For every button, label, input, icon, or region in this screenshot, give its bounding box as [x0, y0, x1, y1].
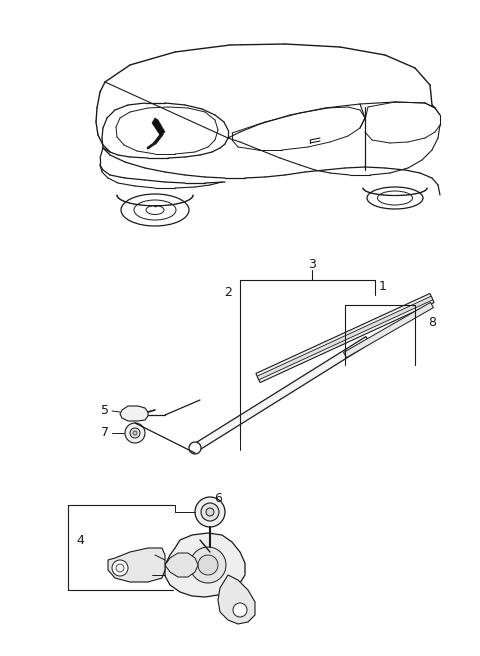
Text: 4: 4: [76, 533, 84, 546]
Polygon shape: [344, 302, 433, 358]
Ellipse shape: [204, 544, 216, 550]
Polygon shape: [165, 533, 245, 597]
Text: 5: 5: [101, 405, 109, 417]
Circle shape: [125, 423, 145, 443]
Text: 6: 6: [214, 491, 222, 504]
Polygon shape: [120, 406, 148, 421]
Polygon shape: [152, 118, 165, 135]
Text: 2: 2: [224, 287, 232, 300]
Circle shape: [206, 508, 214, 516]
Polygon shape: [165, 553, 198, 577]
Circle shape: [198, 555, 218, 575]
Circle shape: [201, 503, 219, 521]
Polygon shape: [256, 293, 434, 382]
Text: 3: 3: [308, 258, 316, 272]
Text: 7: 7: [101, 426, 109, 440]
Circle shape: [112, 560, 128, 576]
Circle shape: [233, 603, 247, 617]
Polygon shape: [257, 296, 433, 380]
Text: 1: 1: [379, 281, 387, 293]
Polygon shape: [218, 575, 255, 624]
Text: 8: 8: [428, 316, 436, 329]
Circle shape: [130, 428, 140, 438]
Circle shape: [189, 442, 201, 454]
Polygon shape: [193, 337, 370, 451]
Circle shape: [190, 547, 226, 583]
Circle shape: [133, 431, 137, 435]
Circle shape: [195, 497, 225, 527]
Circle shape: [116, 564, 124, 572]
Polygon shape: [108, 548, 165, 582]
